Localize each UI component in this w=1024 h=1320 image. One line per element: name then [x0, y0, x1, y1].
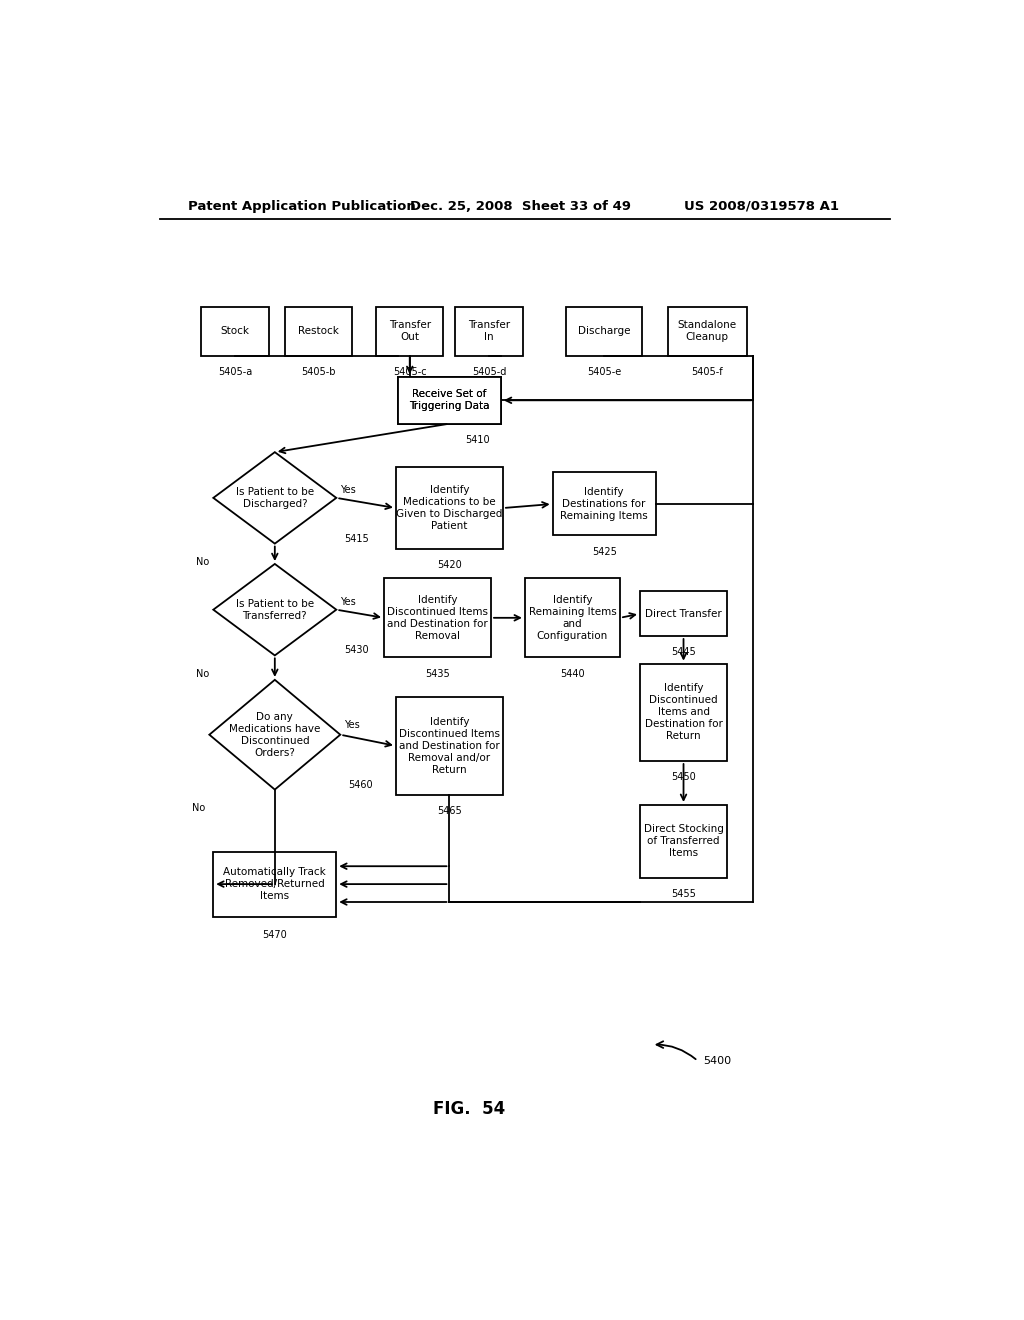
Text: 5405-d: 5405-d: [472, 367, 506, 376]
FancyBboxPatch shape: [397, 378, 501, 424]
FancyBboxPatch shape: [668, 306, 746, 355]
FancyBboxPatch shape: [202, 306, 269, 355]
Text: 5425: 5425: [592, 546, 616, 557]
Text: 5445: 5445: [671, 647, 696, 657]
FancyBboxPatch shape: [285, 306, 352, 355]
Text: Yes: Yes: [340, 597, 356, 607]
Text: Identify
Discontinued Items
and Destination for
Removal: Identify Discontinued Items and Destinat…: [387, 595, 488, 640]
FancyBboxPatch shape: [640, 664, 727, 762]
Text: Yes: Yes: [340, 484, 356, 495]
FancyBboxPatch shape: [566, 306, 642, 355]
Text: Transfer
In: Transfer In: [468, 321, 510, 342]
FancyBboxPatch shape: [384, 578, 492, 657]
Text: 5470: 5470: [262, 929, 287, 940]
Text: Identify
Discontinued
Items and
Destination for
Return: Identify Discontinued Items and Destinat…: [644, 684, 723, 742]
Text: Identify
Destinations for
Remaining Items: Identify Destinations for Remaining Item…: [560, 487, 648, 521]
Text: Stock: Stock: [220, 326, 250, 337]
Text: 5415: 5415: [344, 533, 369, 544]
Text: 5410: 5410: [465, 436, 489, 445]
Text: FIG.  54: FIG. 54: [433, 1100, 506, 1118]
FancyBboxPatch shape: [553, 473, 655, 536]
Text: Transfer
Out: Transfer Out: [389, 321, 431, 342]
Text: 5435: 5435: [425, 669, 450, 678]
Text: Standalone
Cleanup: Standalone Cleanup: [678, 321, 737, 342]
Text: No: No: [196, 557, 209, 566]
Text: 5465: 5465: [437, 807, 462, 816]
Text: Automatically Track
Removed/Returned
Items: Automatically Track Removed/Returned Ite…: [223, 867, 327, 902]
Text: 5400: 5400: [703, 1056, 731, 1067]
Text: 5450: 5450: [671, 772, 696, 783]
Text: Receive Set of
Triggering Data: Receive Set of Triggering Data: [410, 389, 489, 412]
Text: Identify
Medications to be
Given to Discharged
Patient: Identify Medications to be Given to Disc…: [396, 484, 503, 531]
Text: Is Patient to be
Transferred?: Is Patient to be Transferred?: [236, 599, 314, 620]
Text: Discharge: Discharge: [578, 326, 631, 337]
Polygon shape: [213, 564, 336, 656]
FancyBboxPatch shape: [376, 306, 443, 355]
Text: 5405-c: 5405-c: [393, 367, 427, 376]
FancyBboxPatch shape: [396, 467, 503, 549]
Text: 5405-b: 5405-b: [301, 367, 336, 376]
Text: 5405-e: 5405-e: [587, 367, 622, 376]
Text: Receive Set of
Triggering Data: Receive Set of Triggering Data: [410, 389, 489, 412]
FancyBboxPatch shape: [397, 378, 501, 424]
Text: 5405-f: 5405-f: [691, 367, 723, 376]
Text: Dec. 25, 2008  Sheet 33 of 49: Dec. 25, 2008 Sheet 33 of 49: [410, 199, 631, 213]
FancyBboxPatch shape: [396, 697, 503, 795]
Text: Is Patient to be
Discharged?: Is Patient to be Discharged?: [236, 487, 314, 510]
Text: Patent Application Publication: Patent Application Publication: [187, 199, 416, 213]
Text: Do any
Medications have
Discontinued
Orders?: Do any Medications have Discontinued Ord…: [229, 711, 321, 758]
Text: Identify
Discontinued Items
and Destination for
Removal and/or
Return: Identify Discontinued Items and Destinat…: [399, 717, 500, 775]
Text: 5440: 5440: [560, 669, 585, 678]
Polygon shape: [209, 680, 340, 789]
Text: Identify
Remaining Items
and
Configuration: Identify Remaining Items and Configurati…: [528, 595, 616, 640]
Text: Direct Stocking
of Transferred
Items: Direct Stocking of Transferred Items: [643, 825, 724, 858]
Text: 5455: 5455: [671, 890, 696, 899]
Text: Yes: Yes: [344, 719, 360, 730]
Text: Restock: Restock: [298, 326, 339, 337]
Text: No: No: [196, 669, 209, 678]
Text: 5460: 5460: [348, 780, 373, 789]
Polygon shape: [213, 453, 336, 544]
Text: No: No: [193, 803, 206, 813]
Text: 5430: 5430: [344, 645, 369, 655]
Text: Direct Transfer: Direct Transfer: [645, 609, 722, 619]
Text: 5420: 5420: [437, 560, 462, 570]
FancyBboxPatch shape: [524, 578, 620, 657]
FancyBboxPatch shape: [456, 306, 523, 355]
Text: US 2008/0319578 A1: US 2008/0319578 A1: [684, 199, 839, 213]
FancyBboxPatch shape: [640, 805, 727, 878]
FancyBboxPatch shape: [640, 591, 727, 636]
FancyBboxPatch shape: [213, 851, 336, 916]
Text: 5405-a: 5405-a: [218, 367, 252, 376]
